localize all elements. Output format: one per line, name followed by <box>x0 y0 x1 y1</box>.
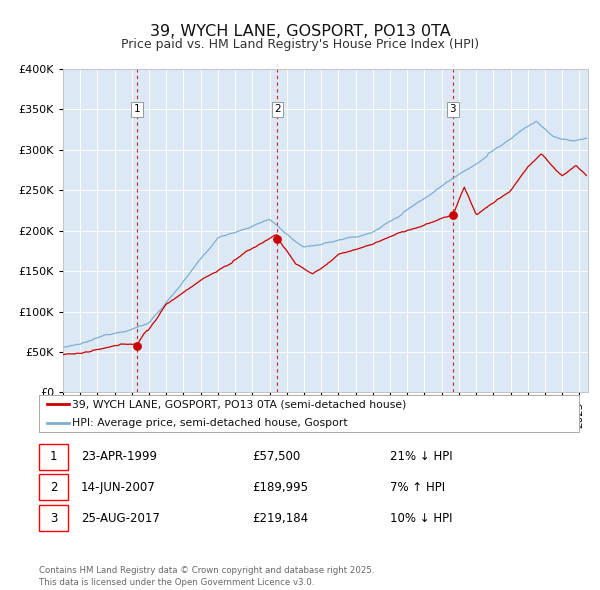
Text: 10% ↓ HPI: 10% ↓ HPI <box>390 512 452 525</box>
Text: 2: 2 <box>274 104 281 114</box>
Text: £57,500: £57,500 <box>252 450 300 463</box>
Text: 14-JUN-2007: 14-JUN-2007 <box>81 481 156 494</box>
Point <box>272 234 282 244</box>
Point <box>448 211 458 220</box>
Text: £189,995: £189,995 <box>252 481 308 494</box>
Point <box>133 341 142 350</box>
Text: 1: 1 <box>50 450 57 463</box>
Text: 7% ↑ HPI: 7% ↑ HPI <box>390 481 445 494</box>
Text: Contains HM Land Registry data © Crown copyright and database right 2025.
This d: Contains HM Land Registry data © Crown c… <box>39 566 374 587</box>
Text: 3: 3 <box>449 104 456 114</box>
Text: 23-APR-1999: 23-APR-1999 <box>81 450 157 463</box>
Text: HPI: Average price, semi-detached house, Gosport: HPI: Average price, semi-detached house,… <box>73 418 348 428</box>
Text: 39, WYCH LANE, GOSPORT, PO13 0TA (semi-detached house): 39, WYCH LANE, GOSPORT, PO13 0TA (semi-d… <box>73 399 407 409</box>
Text: 25-AUG-2017: 25-AUG-2017 <box>81 512 160 525</box>
Text: 39, WYCH LANE, GOSPORT, PO13 0TA: 39, WYCH LANE, GOSPORT, PO13 0TA <box>149 24 451 38</box>
Text: Price paid vs. HM Land Registry's House Price Index (HPI): Price paid vs. HM Land Registry's House … <box>121 38 479 51</box>
Text: 21% ↓ HPI: 21% ↓ HPI <box>390 450 452 463</box>
Text: 3: 3 <box>50 512 57 525</box>
Text: 1: 1 <box>134 104 140 114</box>
Text: £219,184: £219,184 <box>252 512 308 525</box>
Text: 2: 2 <box>50 481 57 494</box>
